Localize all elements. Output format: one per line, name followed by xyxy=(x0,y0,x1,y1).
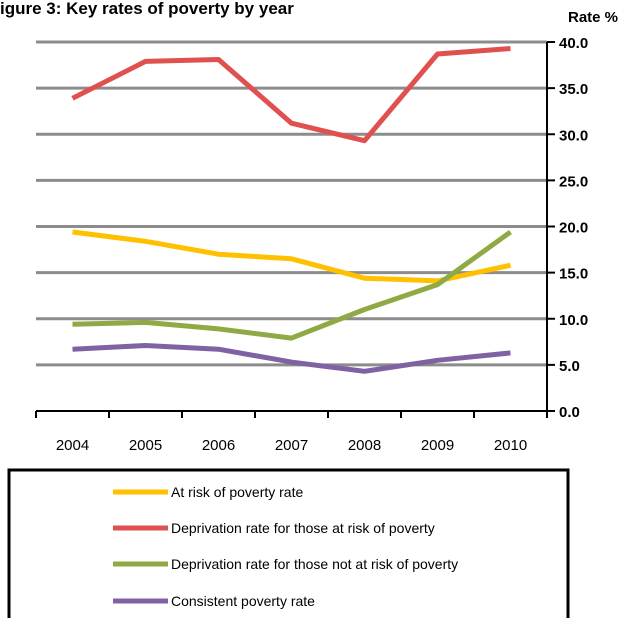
y-tick-label: 40.0 xyxy=(559,35,588,52)
y-tick-label: 5.0 xyxy=(559,358,580,375)
x-tick-label: 2004 xyxy=(56,437,89,454)
series-lines xyxy=(71,46,512,374)
x-tick-label: 2006 xyxy=(202,437,235,454)
y-tick-label: 25.0 xyxy=(559,173,588,190)
x-tick-label: 2010 xyxy=(494,437,527,454)
y-tick-label: 30.0 xyxy=(559,127,588,144)
legend-label: At risk of poverty rate xyxy=(171,484,303,500)
y-axis-label: Rate % xyxy=(568,9,618,26)
series-line-4 xyxy=(72,343,511,374)
chart-title: igure 3: Key rates of poverty by year xyxy=(0,0,294,18)
gridlines xyxy=(36,40,547,367)
legend: At risk of poverty rate Deprivation rate … xyxy=(7,468,570,618)
tick-labels: 0.0 5.0 10.0 15.0 20.0 25.0 30.0 35.0 40.0 2004 20… xyxy=(56,35,588,454)
legend-label: Deprivation rate for those at risk of po… xyxy=(171,520,435,536)
axes xyxy=(35,41,555,418)
x-tick-label: 2008 xyxy=(348,437,381,454)
y-tick-label: 15.0 xyxy=(559,266,588,283)
series-line-3 xyxy=(72,229,512,341)
series-line-2 xyxy=(71,46,511,144)
legend-box xyxy=(7,468,570,618)
legend-label: Consistent poverty rate xyxy=(171,593,315,609)
x-tick-label: 2009 xyxy=(421,437,454,454)
x-tick-label: 2005 xyxy=(129,437,162,454)
legend-label: Deprivation rate for those not at risk o… xyxy=(171,556,458,572)
y-tick-label: 20.0 xyxy=(559,220,588,237)
y-tick-label: 0.0 xyxy=(559,404,580,421)
y-tick-label: 10.0 xyxy=(559,312,588,329)
x-tick-label: 2007 xyxy=(275,437,308,454)
y-tick-label: 35.0 xyxy=(559,81,588,98)
